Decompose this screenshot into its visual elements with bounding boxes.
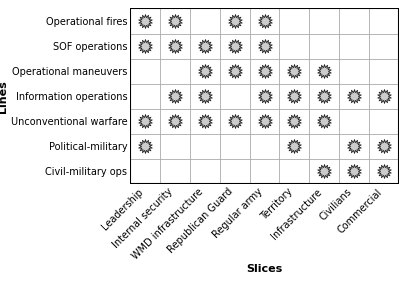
- X-axis label: Slices: Slices: [246, 264, 283, 274]
- Y-axis label: Lines: Lines: [0, 80, 8, 113]
